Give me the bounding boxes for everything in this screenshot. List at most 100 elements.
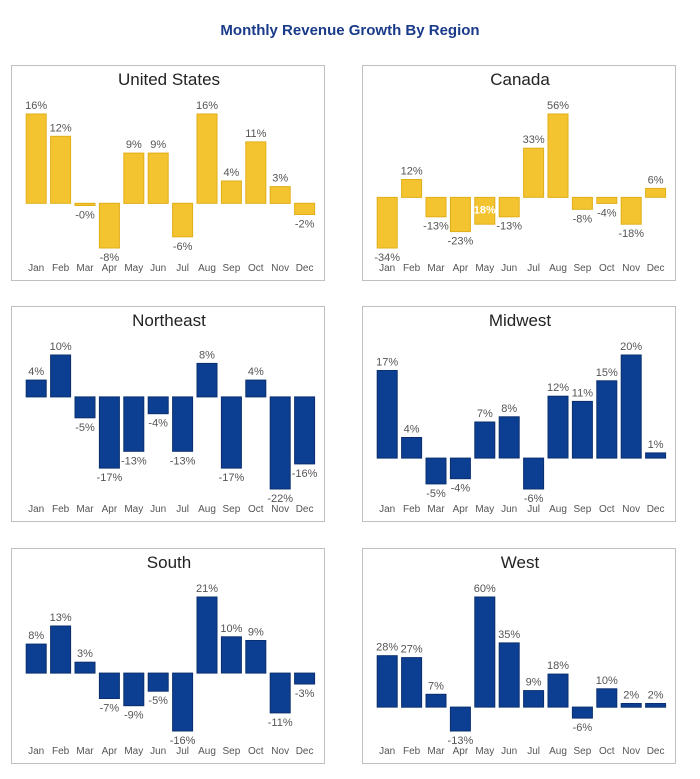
united-states-tick-label-jun: Jun — [150, 263, 166, 274]
south-tick-label-jul: Jul — [176, 746, 189, 757]
south-tick-label-feb: Feb — [52, 746, 70, 757]
midwest-bar-apr — [449, 457, 471, 480]
chart-canada: Canada -34%Jan 12% Feb -13% Mar -23% Apr 18% May -… — [374, 70, 667, 274]
canada-data-label-aug: 56% — [547, 100, 569, 112]
canada-chart-title: Canada — [490, 70, 550, 89]
midwest-data-label-nov: 20% — [620, 341, 642, 353]
canada-bar-feb — [401, 179, 423, 198]
south-bar-dec — [294, 672, 316, 685]
south-bar-mar — [74, 661, 96, 674]
united-states-data-label-aug: 16% — [196, 100, 218, 112]
northeast-tick-label-dec: Dec — [296, 504, 314, 515]
south-data-label-nov: -11% — [268, 717, 293, 729]
united-states-tick-label-may: May — [124, 263, 143, 274]
west-bar-apr — [449, 706, 471, 732]
canada-data-label-may: 18% — [474, 204, 496, 216]
west-bar-sep — [571, 706, 593, 719]
canada-tick-label-nov: Nov — [622, 263, 640, 274]
united-states-data-label-jan: 16% — [25, 100, 47, 112]
midwest-tick-label-jun: Jun — [501, 504, 517, 515]
midwest-tick-label-mar: Mar — [427, 504, 445, 515]
midwest-bar-oct — [596, 380, 618, 459]
chart-west: West 28% Jan 27% Feb 7% Mar-13%Apr 60% May 35% Jun… — [376, 553, 667, 757]
northeast-data-label-may: -13% — [121, 455, 147, 467]
west-tick-label-jul: Jul — [527, 746, 540, 757]
united-states-data-label-jul: -6% — [173, 241, 193, 253]
south-tick-label-apr: Apr — [102, 746, 118, 757]
west-tick-label-aug: Aug — [549, 746, 567, 757]
northeast-data-label-apr: -17% — [97, 472, 123, 484]
midwest-data-label-sep: 11% — [572, 387, 593, 399]
west-data-label-may: 60% — [474, 583, 496, 595]
united-states-bar-jul — [172, 202, 194, 238]
canada-bar-may — [474, 196, 496, 225]
northeast-tick-label-nov: Nov — [271, 504, 289, 515]
northeast-bar-dec — [294, 396, 316, 465]
canada-tick-label-jun: Jun — [501, 263, 517, 274]
northeast-bar-oct — [245, 379, 267, 398]
canada-data-label-jun: -13% — [496, 221, 522, 233]
northeast-bar-jun — [147, 396, 169, 415]
chart-panel-south: South 8% Jan 13% Feb 3% Mar -7% Apr -9% May -5% Jun -… — [11, 548, 325, 764]
south-tick-label-nov: Nov — [271, 746, 289, 757]
northeast-data-label-jan: 4% — [28, 366, 44, 378]
south-bar-feb — [50, 625, 72, 674]
united-states-bar-may — [123, 152, 145, 204]
page-title: Monthly Revenue Growth By Region — [220, 22, 480, 39]
canada-bar-nov — [620, 196, 642, 225]
united-states-data-label-apr: -8% — [100, 252, 120, 264]
west-bar-may — [474, 596, 496, 708]
south-tick-label-dec: Dec — [296, 746, 314, 757]
united-states-tick-label-dec: Dec — [296, 263, 314, 274]
south-bar-oct — [245, 640, 267, 674]
united-states-data-label-nov: 3% — [272, 173, 288, 185]
canada-data-label-oct: -4% — [597, 207, 617, 219]
west-tick-label-oct: Oct — [599, 746, 615, 757]
united-states-bar-jun — [147, 152, 169, 204]
midwest-data-label-apr: -4% — [451, 483, 471, 495]
canada-data-label-sep: -8% — [573, 213, 593, 225]
west-data-label-jan: 28% — [376, 642, 398, 654]
west-tick-label-jun: Jun — [501, 746, 517, 757]
northeast-data-label-jul: -13% — [170, 455, 196, 467]
northeast-data-label-aug: 8% — [199, 349, 215, 361]
midwest-bar-may — [474, 421, 496, 459]
midwest-bar-dec — [645, 452, 667, 459]
chart-panel-northeast: Northeast 4% Jan 10% Feb -5% Mar -17% Apr -13% May… — [11, 306, 325, 522]
west-bar-aug — [547, 673, 569, 708]
midwest-data-label-oct: 15% — [596, 367, 618, 379]
south-data-label-jun: -5% — [148, 695, 168, 707]
midwest-bar-nov — [620, 354, 642, 459]
west-data-label-dec: 2% — [648, 690, 664, 702]
northeast-tick-label-mar: Mar — [76, 504, 94, 515]
canada-data-label-feb: 12% — [401, 166, 423, 178]
northeast-tick-label-jan: Jan — [28, 504, 44, 515]
united-states-bar-oct — [245, 141, 267, 204]
south-data-label-mar: 3% — [77, 648, 93, 660]
chart-panel-midwest: Midwest 17% Jan 4% Feb -5% Mar -4% Apr 7% May 8% Jun… — [362, 306, 676, 522]
united-states-data-label-sep: 4% — [223, 167, 239, 179]
south-data-label-jan: 8% — [28, 630, 44, 642]
midwest-data-label-dec: 1% — [648, 439, 664, 451]
midwest-tick-label-nov: Nov — [622, 504, 640, 515]
canada-bar-oct — [596, 196, 618, 204]
northeast-bar-apr — [98, 396, 120, 469]
south-chart-title: South — [147, 553, 191, 572]
west-tick-label-dec: Dec — [647, 746, 665, 757]
midwest-tick-label-aug: Aug — [549, 504, 567, 515]
northeast-data-label-nov: -22% — [267, 493, 293, 505]
south-data-label-aug: 21% — [196, 583, 218, 595]
chart-south: South8%Jan13%Feb3%Mar-7%Apr-9%May-5%Jun-… — [25, 553, 316, 757]
west-tick-label-sep: Sep — [574, 746, 592, 757]
northeast-bar-sep — [220, 396, 242, 469]
midwest-chart-title: Midwest — [489, 311, 552, 330]
northeast-data-label-feb: 10% — [50, 341, 72, 353]
united-states-data-label-oct: 11% — [245, 128, 266, 140]
canada-tick-label-aug: Aug — [549, 263, 567, 274]
canada-tick-label-may: May — [475, 263, 494, 274]
canada-tick-label-jul: Jul — [527, 263, 540, 274]
south-tick-label-may: May — [124, 746, 143, 757]
south-data-label-dec: -3% — [295, 688, 315, 700]
northeast-data-label-oct: 4% — [248, 366, 264, 378]
canada-tick-label-feb: Feb — [403, 263, 421, 274]
